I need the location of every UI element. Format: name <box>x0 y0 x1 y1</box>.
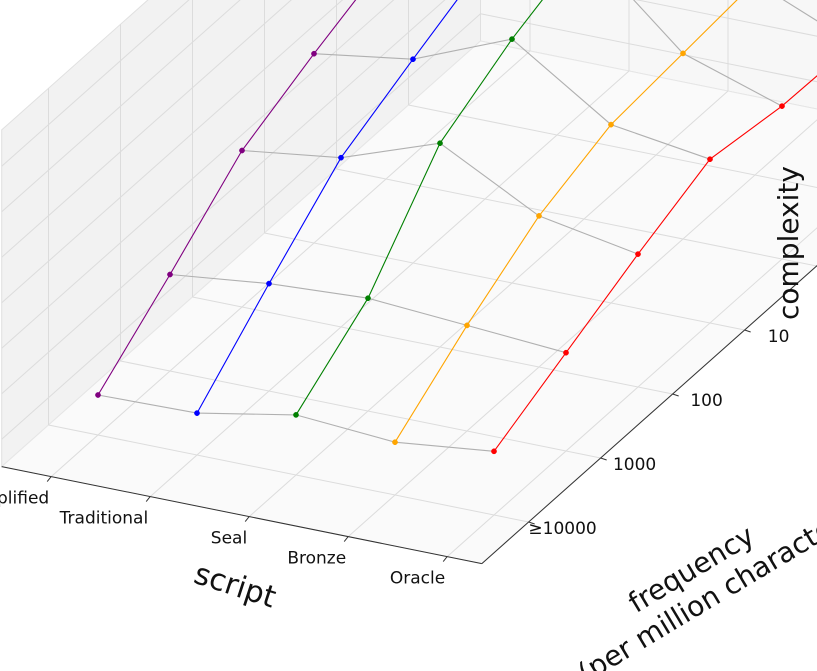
y-tick-mark <box>528 521 535 525</box>
data-point-seal <box>509 36 515 42</box>
x-tick-label: Simplified <box>0 489 49 509</box>
x-tick-mark <box>46 476 52 482</box>
y-tick-label: 10 <box>768 327 790 347</box>
x-tick-label: Seal <box>211 529 247 549</box>
data-point-traditional <box>338 154 344 161</box>
data-point-simplified <box>95 392 101 398</box>
x-tick-mark <box>145 496 151 502</box>
y-tick-label: ≥10000 <box>528 519 596 539</box>
floor-gridline <box>264 232 745 331</box>
data-point-traditional <box>194 410 200 416</box>
data-point-seal <box>365 295 371 302</box>
chart-labels: Simplified Traditional Seal Bronze Oracle ≥10… <box>0 327 790 589</box>
floor-gridline <box>446 227 817 557</box>
y-tick-mark <box>600 457 607 461</box>
side-gridline <box>1 0 190 167</box>
data-point-bronze <box>392 439 398 446</box>
x-axis-title: script <box>190 556 281 615</box>
floor-gridline <box>408 104 817 189</box>
floor-gridline <box>149 70 630 497</box>
x-tick-mark <box>244 516 250 522</box>
data-point-bronze <box>680 50 686 57</box>
chart-series-lines <box>97 0 817 452</box>
side-gridline <box>1 13 481 440</box>
x-tick-mark <box>442 556 448 562</box>
data-point-bronze <box>464 322 470 329</box>
back-gridline <box>480 13 817 83</box>
floor-gridline <box>248 90 729 517</box>
frequency-connector-line <box>633 0 783 107</box>
x-tick-mark <box>343 536 349 542</box>
floor-gridline <box>336 168 817 267</box>
data-point-oracle <box>491 448 497 455</box>
chart-ticks <box>1 265 817 565</box>
series-line-oracle <box>493 75 817 452</box>
side-gridline <box>1 0 292 258</box>
y-tick-mark <box>672 393 679 397</box>
series-line-traditional <box>196 0 458 414</box>
data-point-traditional <box>410 56 416 63</box>
y-axis-title: frequency (per million characters) <box>555 463 817 671</box>
floor-gridline <box>48 424 529 523</box>
side-gridline <box>1 0 395 349</box>
side-gridline <box>1 0 446 395</box>
x-axis-line <box>1 466 482 565</box>
data-point-simplified <box>239 147 245 154</box>
data-point-simplified <box>311 50 317 57</box>
data-point-simplified <box>167 271 173 278</box>
x-tick-label: Traditional <box>59 509 149 529</box>
floor-gridline <box>192 296 673 395</box>
data-point-seal <box>437 140 443 147</box>
series-line-simplified <box>97 0 357 396</box>
y-tick-label: 100 <box>690 391 722 411</box>
data-point-oracle <box>707 156 713 163</box>
x-tick-label: Bronze <box>287 549 346 569</box>
series-line-seal <box>295 0 543 416</box>
frequency-connector-line <box>782 0 817 22</box>
data-point-bronze <box>608 121 614 128</box>
y-axis-line <box>481 265 817 564</box>
data-point-bronze <box>536 213 542 219</box>
y-tick-label: 1000 <box>613 455 656 475</box>
data-point-seal <box>293 412 299 418</box>
data-point-oracle <box>635 251 641 257</box>
z-axis-title: complexity <box>772 166 805 320</box>
data-point-oracle <box>563 349 569 356</box>
y-tick-mark <box>744 329 751 333</box>
chart-panes <box>0 0 817 565</box>
data-point-traditional <box>266 280 272 287</box>
series-line-bronze <box>394 0 738 443</box>
floor-gridline <box>50 50 531 477</box>
floor-gridline <box>120 360 601 459</box>
side-gridline <box>1 0 241 213</box>
data-point-oracle <box>779 103 785 109</box>
chart-points <box>95 36 785 455</box>
side-gridline <box>1 0 344 304</box>
x-tick-label: Oracle <box>390 569 445 589</box>
